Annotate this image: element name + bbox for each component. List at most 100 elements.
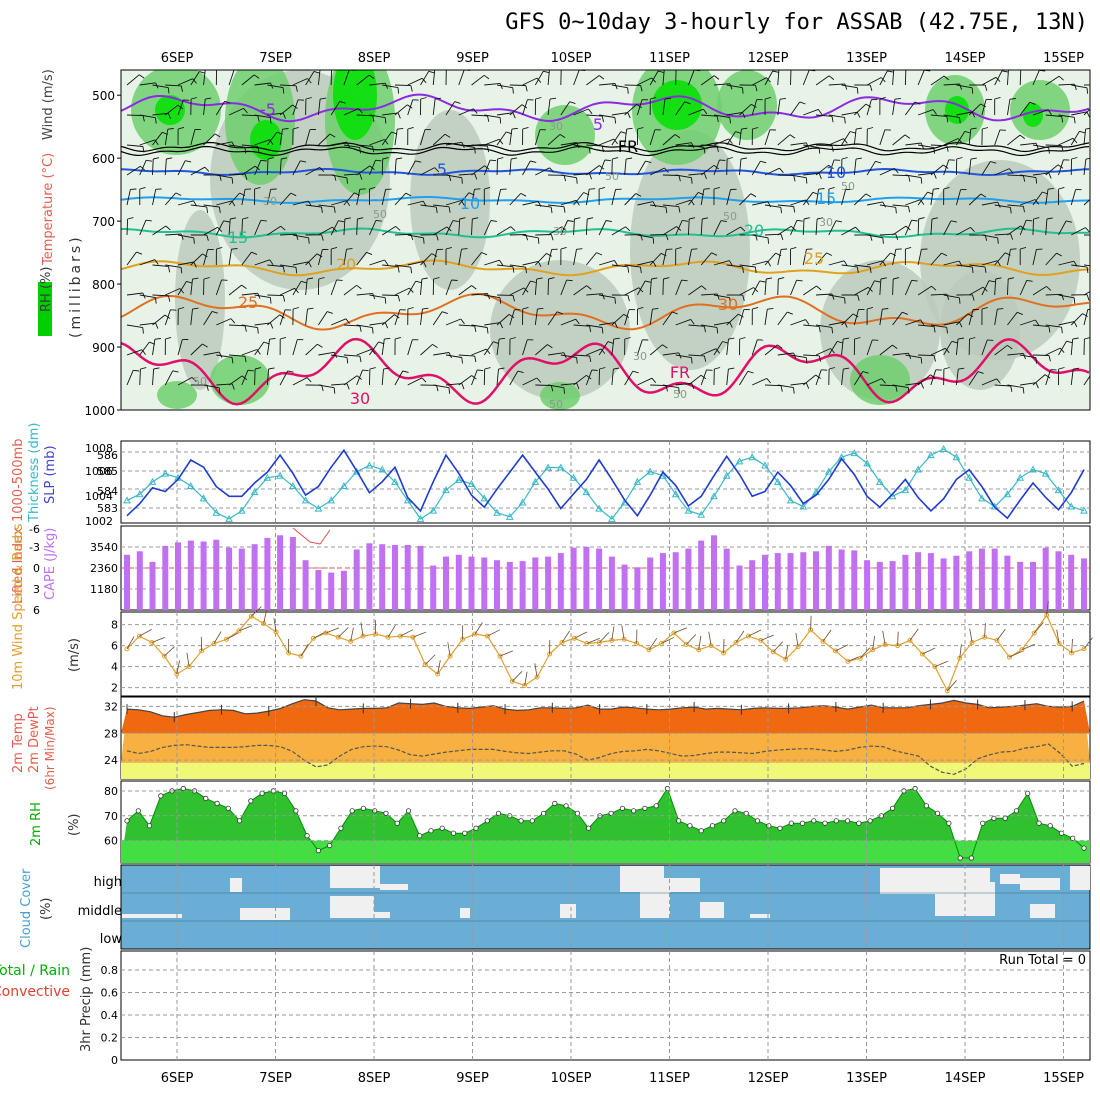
- wind-barb: [713, 341, 723, 356]
- wind-barb-flag: [435, 97, 442, 100]
- wind-barb: [126, 292, 143, 296]
- wind-barb: [177, 281, 187, 296]
- wind-barb: [815, 324, 832, 328]
- thickness-point: [761, 461, 769, 469]
- wind-barb: [522, 260, 539, 266]
- cloud-block: [122, 914, 182, 918]
- cape-bar: [379, 544, 386, 610]
- wind-barb-flag: [828, 367, 836, 370]
- wind-barb: [854, 286, 869, 296]
- wind-barb-flag: [369, 367, 376, 370]
- wind-barb-flag: [279, 314, 285, 319]
- wind-barb: [853, 129, 857, 146]
- wind-barb-flag: [726, 157, 734, 160]
- wind-barb: [330, 279, 338, 296]
- wind-barb-flag: [755, 85, 758, 92]
- wind-barb: [611, 369, 614, 386]
- rh-point: [743, 810, 749, 816]
- wind-barb: [471, 252, 482, 266]
- wind-barb: [1007, 174, 1024, 177]
- wind-barb: [560, 279, 568, 296]
- thickness-point: [442, 486, 450, 494]
- wind-barb: [305, 129, 311, 146]
- thickness-point: [544, 463, 552, 471]
- wind-barb: [407, 234, 424, 239]
- wind-barb: [305, 309, 308, 326]
- wind-barb-flag: [168, 266, 171, 273]
- wind-barb-flag: [640, 85, 643, 92]
- wind-barb-flag: [550, 385, 554, 392]
- wind-barb-flag: [550, 207, 553, 214]
- wind-barb-flag: [943, 75, 949, 81]
- thickness-point: [1041, 469, 1050, 477]
- wind-barb-flag: [601, 116, 604, 122]
- rh-point: [777, 825, 783, 831]
- wind-barb-flag: [1001, 70, 1008, 73]
- wind-barb: [560, 199, 577, 206]
- wind-barb: [892, 204, 909, 207]
- wind-barb: [675, 382, 692, 386]
- wind-barb: [777, 134, 791, 146]
- wind-speed-point: [733, 640, 739, 645]
- wind-barb: [484, 114, 501, 119]
- cape-bar: [468, 556, 475, 610]
- isotherm-label: 15: [816, 189, 836, 208]
- wind-barb-flag: [371, 349, 376, 355]
- wind-barb-flag: [844, 321, 848, 328]
- rh-patch: [155, 95, 185, 125]
- wind-barb-flag: [1084, 337, 1090, 340]
- wind-barb: [675, 199, 692, 206]
- wind-barb: [764, 204, 781, 208]
- wind-barb-flag: [206, 234, 209, 241]
- wind-barb: [739, 129, 742, 146]
- wind-barb: [1032, 191, 1043, 206]
- cape-bar: [494, 560, 500, 610]
- wind-barb-flag: [1056, 252, 1063, 257]
- wind-barb: [407, 377, 423, 386]
- isotherm-minus5: [121, 93, 1090, 123]
- wind-barb: [228, 284, 242, 296]
- wind-barb-flag: [997, 237, 999, 244]
- wind-barb-flag: [202, 343, 208, 348]
- rh-contour-label: 30: [263, 195, 277, 208]
- thickness-tick: 583: [97, 502, 118, 515]
- wind-barb: [892, 384, 909, 389]
- wind-barb-flag: [914, 101, 921, 105]
- wind-barb-flag: [231, 141, 236, 148]
- thickness-point: [493, 508, 501, 516]
- wind-barb-flag: [741, 127, 748, 130]
- wind-barb-flag: [626, 157, 633, 160]
- wind-barb: [649, 70, 659, 86]
- bottom-date-label: 13SEP: [846, 1071, 887, 1086]
- wind-barb-flag: [843, 138, 848, 144]
- wind-barb: [981, 234, 998, 239]
- wind-barb: [203, 70, 206, 86]
- wind-barb: [560, 101, 571, 116]
- wind-barb-flag: [421, 377, 427, 383]
- wind-barb-flag: [193, 261, 197, 268]
- wind-barb-flag: [269, 259, 274, 265]
- wind-barb-flag: [446, 68, 452, 70]
- wind-barb-flag: [205, 97, 212, 100]
- wind-barb: [879, 129, 886, 146]
- wind-barb-flag: [623, 313, 630, 318]
- wind-barb: [381, 131, 392, 146]
- chart-title: GFS 0~10day 3-hourly for ASSAB (42.75E, …: [505, 10, 1088, 35]
- wind-barb: [535, 344, 548, 356]
- wind-barb-flag: [292, 104, 298, 109]
- wind-barb: [1032, 109, 1049, 116]
- rh-point: [405, 808, 412, 814]
- wind-barb-flag: [742, 266, 744, 273]
- wind-barb-flag: [652, 237, 655, 244]
- wind-barb-flag: [193, 200, 197, 207]
- wind-barb: [254, 82, 271, 86]
- rh-point: [642, 805, 648, 811]
- wind-barb: [483, 220, 492, 236]
- wind-barb-flag: [510, 226, 516, 232]
- cape-bar: [723, 548, 730, 610]
- wind-barb-flag: [576, 357, 578, 364]
- wind-barb-flag: [1074, 84, 1077, 91]
- rh-point: [912, 785, 918, 792]
